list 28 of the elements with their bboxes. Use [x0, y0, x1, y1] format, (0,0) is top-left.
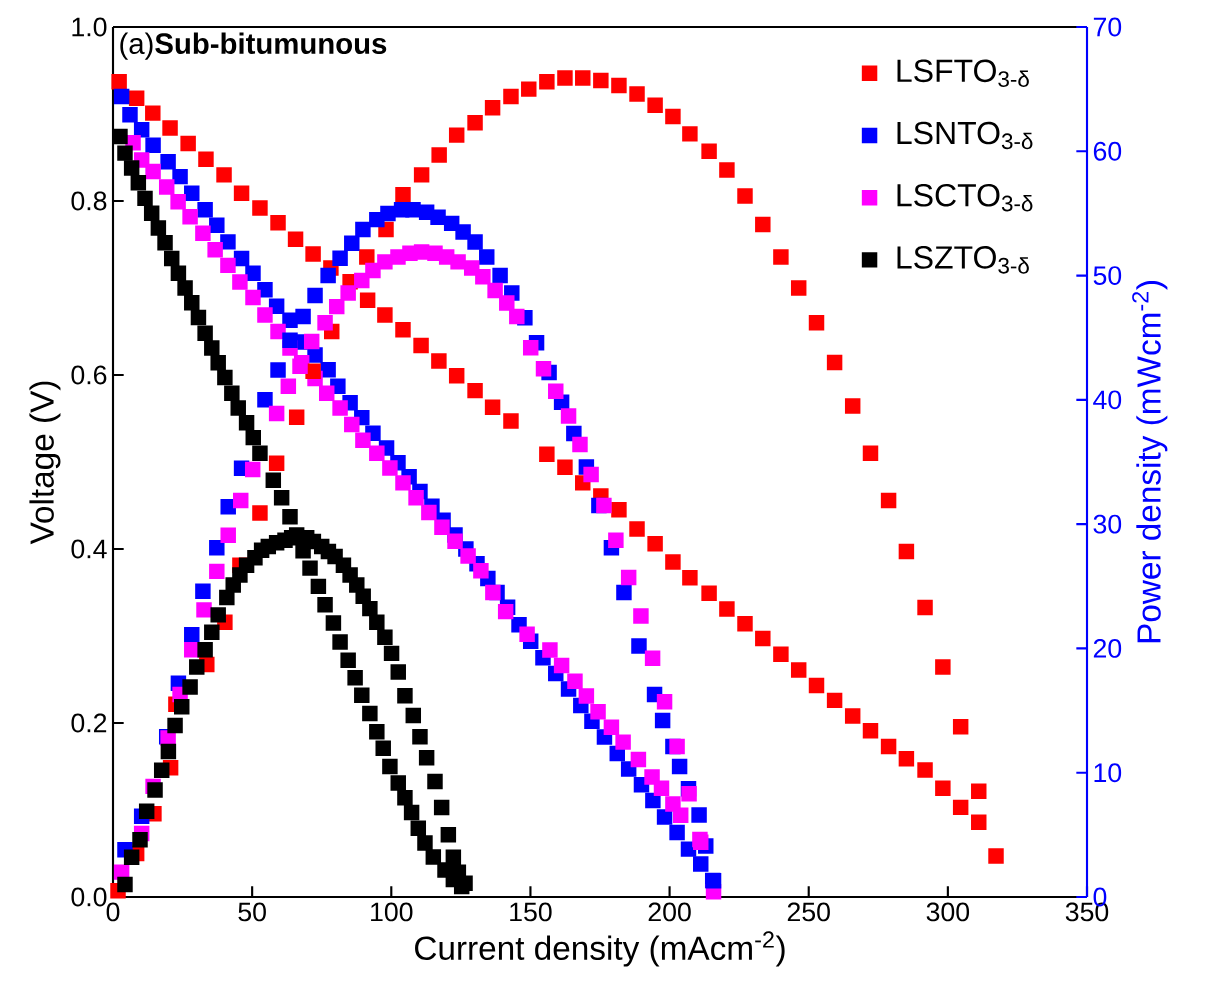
legend-label: LSFTO$_{3-δ}$	[897, 59, 1029, 88]
x-axis-title: Current density (mAcm$^{-2}$)	[415, 931, 785, 967]
y2-tick-label: 70	[1093, 17, 1122, 37]
x-tick-label: 300	[926, 902, 970, 922]
y-axis-title: Voltage (V)	[29, 381, 61, 545]
y2-tick-label: 60	[1093, 141, 1122, 161]
x-tick-label: 50	[238, 902, 266, 922]
y2-tick-label: 20	[1093, 638, 1122, 658]
legend-label: LSNTO$_{3-δ}$	[897, 121, 1033, 150]
y-tick-label: 0.2	[71, 713, 107, 733]
y2-axis-title: Power density (mWcm$^{-2}$)	[1132, 281, 1168, 643]
x-tick-label: 150	[510, 902, 552, 922]
y-tick-label: 0.8	[71, 191, 107, 211]
x-tick-label: 0	[106, 902, 120, 922]
y2-tick-label: 50	[1093, 266, 1122, 285]
x-tick-label: 250	[787, 902, 830, 922]
annotation: (a)Sub-bitumunous	[120, 32, 387, 60]
y-tick-label: 0.0	[71, 887, 107, 907]
y-tick-label: 1.0	[72, 17, 107, 37]
legend-label: LSCTO$_{3-δ}$	[897, 183, 1033, 212]
x-tick-label: 100	[371, 902, 413, 922]
y2-tick-label: 10	[1094, 763, 1122, 783]
y2-tick-label: 40	[1093, 390, 1122, 410]
legend-label: LSZTO$_{3-δ}$	[897, 246, 1029, 274]
y-tick-label: 0.6	[71, 365, 107, 385]
y-tick-label: 0.4	[71, 539, 107, 559]
y2-tick-label: 30	[1093, 514, 1122, 534]
x-tick-label: 200	[648, 902, 691, 922]
